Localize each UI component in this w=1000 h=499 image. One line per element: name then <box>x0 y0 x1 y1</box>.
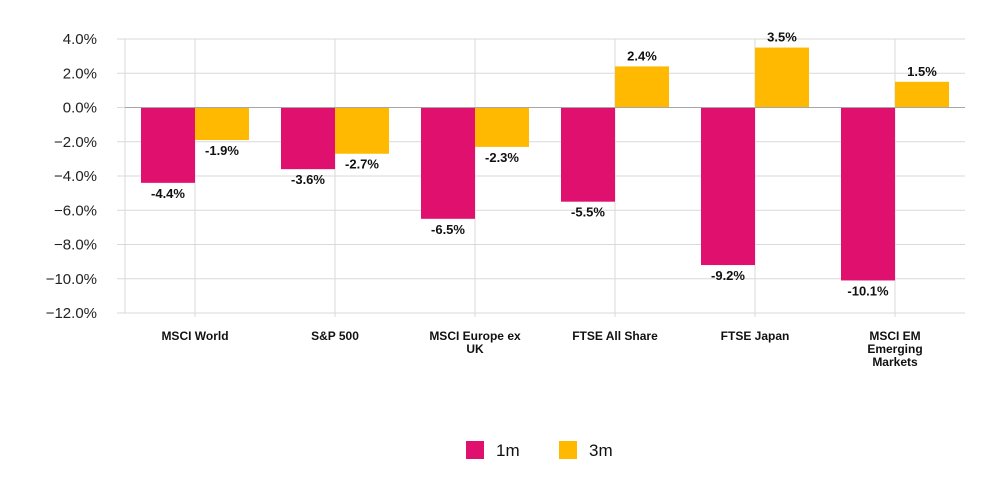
data-label-3m: -2.7% <box>345 157 379 172</box>
y-tick-label: −2.0% <box>54 134 97 151</box>
y-tick-label: −4.0% <box>54 168 97 185</box>
bar-1m <box>841 107 895 281</box>
data-label-3m: 1.5% <box>907 64 937 79</box>
x-category-label: Emerging <box>867 342 922 356</box>
bar-3m <box>475 107 529 147</box>
y-tick-label: −10.0% <box>46 271 97 288</box>
bar-1m <box>281 107 335 170</box>
x-category-label: S&P 500 <box>311 329 359 343</box>
labels-layer: -4.4% -1.9% -3.6% -2.7% -6.5% -2.3% -5.5% 2.4% -… <box>151 30 937 299</box>
x-category-label: FTSE Japan <box>721 329 790 343</box>
y-tick-label: 2.0% <box>63 65 97 82</box>
bar-1m <box>421 107 475 219</box>
legend-label-3m: 3m <box>589 441 613 460</box>
bar-3m <box>195 107 249 141</box>
legend-label-1m: 1m <box>496 441 520 460</box>
bar-3m <box>895 81 949 108</box>
legend-swatch-3m <box>559 441 577 459</box>
x-category-label: MSCI World <box>161 329 228 343</box>
data-label-1m: -9.2% <box>711 268 745 283</box>
bar-1m <box>701 107 755 266</box>
axis-layer: 4.0% 2.0% 0.0% −2.0% −4.0% −6.0% −8.0% −10.0% −1… <box>46 31 965 369</box>
bar-1m <box>561 107 615 202</box>
x-category-label: MSCI EM <box>869 329 920 343</box>
data-label-3m: 3.5% <box>767 30 797 45</box>
y-tick-label: 4.0% <box>63 31 97 48</box>
x-category-label: FTSE All Share <box>572 329 658 343</box>
bar-3m <box>335 107 389 154</box>
data-label-1m: -4.4% <box>151 186 185 201</box>
data-label-3m: 2.4% <box>627 48 657 63</box>
legend: 1m 3m <box>466 441 613 460</box>
data-label-1m: -10.1% <box>847 283 889 298</box>
data-label-3m: -2.3% <box>485 150 519 165</box>
bar-1m <box>141 107 195 183</box>
y-tick-label: −12.0% <box>46 305 97 322</box>
data-label-1m: -6.5% <box>431 222 465 237</box>
grid-layer <box>117 38 965 317</box>
data-label-3m: -1.9% <box>205 143 239 158</box>
y-tick-label: 0.0% <box>63 100 97 117</box>
bars-layer <box>141 47 949 281</box>
x-category-label: Markets <box>872 355 918 369</box>
data-label-1m: -5.5% <box>571 205 605 220</box>
y-tick-label: −6.0% <box>54 202 97 219</box>
data-label-1m: -3.6% <box>291 172 325 187</box>
x-category-label: UK <box>466 342 484 356</box>
bar-3m <box>755 47 809 108</box>
y-tick-label: −8.0% <box>54 237 97 254</box>
bar-3m <box>615 66 669 108</box>
legend-swatch-1m <box>466 441 484 459</box>
x-category-label: MSCI Europe ex <box>429 329 521 343</box>
